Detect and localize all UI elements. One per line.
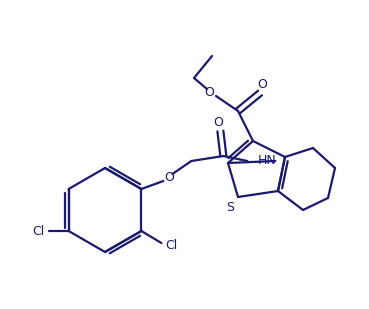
Text: O: O bbox=[204, 86, 214, 99]
Text: Cl: Cl bbox=[165, 239, 177, 252]
Text: O: O bbox=[257, 78, 267, 91]
Text: HN: HN bbox=[257, 154, 276, 167]
Text: Cl: Cl bbox=[32, 225, 45, 238]
Text: O: O bbox=[165, 171, 174, 184]
Text: S: S bbox=[226, 201, 234, 214]
Text: O: O bbox=[213, 116, 223, 129]
